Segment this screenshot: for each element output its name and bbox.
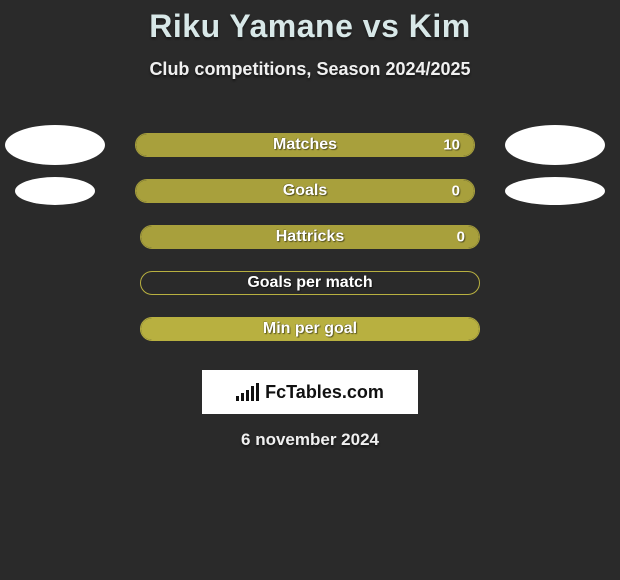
page-title: Riku Yamane vs Kim <box>0 8 620 45</box>
player-right-marker <box>505 177 605 205</box>
stat-bar: Min per goal <box>140 317 480 341</box>
player-left-marker <box>5 125 105 165</box>
stat-label: Matches <box>273 136 337 154</box>
player-left-marker <box>15 177 95 205</box>
stat-label: Goals per match <box>247 274 372 292</box>
logo-bars-icon <box>236 383 259 401</box>
stat-bar: Goals per match <box>140 271 480 295</box>
stat-bar: Matches 10 <box>135 133 475 157</box>
stat-row: Goals per match <box>0 260 620 306</box>
stat-bar: Goals 0 <box>135 179 475 203</box>
stat-row: Min per goal <box>0 306 620 352</box>
logo-text: FcTables.com <box>265 382 384 403</box>
comparison-card: Riku Yamane vs Kim Club competitions, Se… <box>0 0 620 450</box>
stat-row: Matches 10 <box>0 122 620 168</box>
stats-area: Matches 10 Goals 0 Hattricks 0 Goals per match… <box>0 122 620 352</box>
player-right-marker <box>505 125 605 165</box>
stat-value: 0 <box>457 229 465 246</box>
subtitle: Club competitions, Season 2024/2025 <box>0 59 620 80</box>
stat-value: 0 <box>452 183 460 200</box>
stat-label: Hattricks <box>276 228 344 246</box>
stat-row: Hattricks 0 <box>0 214 620 260</box>
stat-row: Goals 0 <box>0 168 620 214</box>
stat-label: Min per goal <box>263 320 357 338</box>
stat-label: Goals <box>283 182 327 200</box>
stat-value: 10 <box>443 137 460 154</box>
logo: FcTables.com <box>236 382 384 403</box>
logo-box[interactable]: FcTables.com <box>202 370 418 414</box>
date-label: 6 november 2024 <box>0 430 620 450</box>
stat-bar: Hattricks 0 <box>140 225 480 249</box>
